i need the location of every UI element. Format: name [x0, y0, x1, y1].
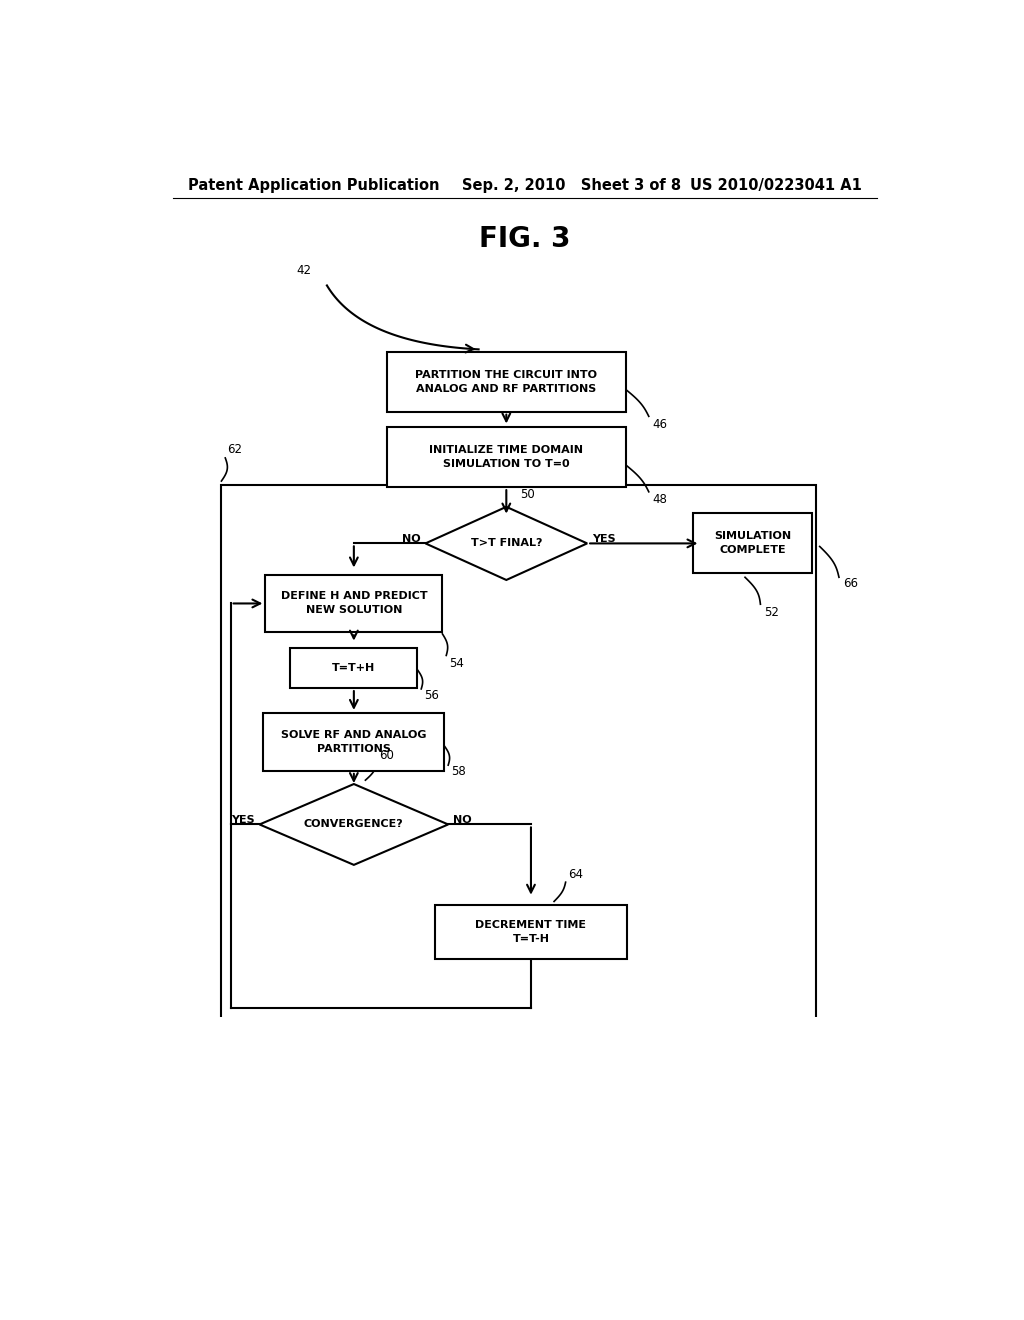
Polygon shape — [425, 507, 587, 579]
Text: DEFINE H AND PREDICT
NEW SOLUTION: DEFINE H AND PREDICT NEW SOLUTION — [281, 591, 427, 615]
FancyBboxPatch shape — [263, 713, 444, 771]
Text: NO: NO — [402, 533, 421, 544]
Text: FIG. 3: FIG. 3 — [479, 226, 570, 253]
FancyBboxPatch shape — [693, 513, 812, 573]
Polygon shape — [259, 784, 449, 865]
Text: YES: YES — [592, 533, 615, 544]
Text: US 2010/0223041 A1: US 2010/0223041 A1 — [690, 178, 862, 193]
Text: 54: 54 — [450, 657, 464, 671]
FancyBboxPatch shape — [265, 574, 442, 632]
Text: 62: 62 — [226, 444, 242, 457]
Text: 56: 56 — [424, 689, 439, 702]
FancyBboxPatch shape — [291, 648, 418, 688]
FancyBboxPatch shape — [387, 351, 626, 412]
Text: INITIALIZE TIME DOMAIN
SIMULATION TO T=0: INITIALIZE TIME DOMAIN SIMULATION TO T=0 — [429, 445, 584, 469]
Text: T>T FINAL?: T>T FINAL? — [471, 539, 542, 548]
Text: NO: NO — [453, 814, 471, 825]
FancyBboxPatch shape — [435, 906, 628, 960]
Text: 42: 42 — [296, 264, 311, 277]
Text: 50: 50 — [520, 487, 535, 500]
Text: SOLVE RF AND ANALOG
PARTITIONS: SOLVE RF AND ANALOG PARTITIONS — [282, 730, 427, 754]
Text: CONVERGENCE?: CONVERGENCE? — [304, 820, 403, 829]
Text: DECREMENT TIME
T=T-H: DECREMENT TIME T=T-H — [475, 920, 587, 944]
Text: T=T+H: T=T+H — [332, 663, 376, 673]
Text: 52: 52 — [764, 606, 779, 619]
Text: 46: 46 — [652, 418, 668, 430]
Text: Sep. 2, 2010   Sheet 3 of 8: Sep. 2, 2010 Sheet 3 of 8 — [462, 178, 681, 193]
Text: YES: YES — [231, 814, 255, 825]
Text: Patent Application Publication: Patent Application Publication — [188, 178, 440, 193]
Text: 48: 48 — [652, 494, 668, 507]
FancyBboxPatch shape — [387, 428, 626, 487]
Text: 66: 66 — [843, 577, 858, 590]
Text: 64: 64 — [568, 867, 583, 880]
Text: 58: 58 — [452, 766, 466, 779]
Text: PARTITION THE CIRCUIT INTO
ANALOG AND RF PARTITIONS: PARTITION THE CIRCUIT INTO ANALOG AND RF… — [416, 370, 597, 393]
Text: 60: 60 — [379, 748, 394, 762]
Text: SIMULATION
COMPLETE: SIMULATION COMPLETE — [714, 532, 792, 556]
